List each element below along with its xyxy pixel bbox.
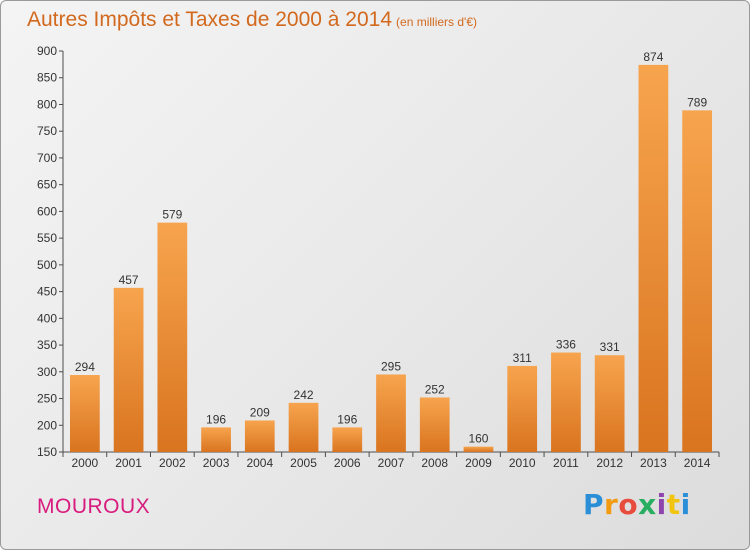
y-tick-label: 450 — [37, 285, 57, 299]
title-main: Autres Impôts et Taxes de 2000 à 2014 — [27, 8, 393, 31]
y-tick-label: 550 — [37, 231, 57, 245]
logo-letter: x — [638, 488, 657, 521]
y-tick-label: 500 — [37, 258, 57, 272]
bar-2004 — [244, 420, 275, 452]
logo-letter: t — [666, 488, 681, 521]
y-tick-label: 750 — [37, 124, 57, 138]
x-tick-label: 2013 — [640, 456, 667, 470]
x-tick-label: 2000 — [72, 456, 99, 470]
bar-value-label: 457 — [119, 273, 139, 287]
x-tick-label: 2011 — [553, 456, 579, 470]
x-tick-label: 2012 — [596, 456, 623, 470]
logo-letter: i — [656, 488, 667, 521]
y-tick-label: 400 — [37, 311, 57, 325]
bar-2002 — [157, 222, 188, 452]
bar-value-label: 242 — [294, 388, 314, 402]
x-tick-label: 2008 — [421, 456, 448, 470]
bar-2008 — [419, 397, 450, 452]
x-tick-label: 2006 — [334, 456, 361, 470]
bar-value-label: 789 — [687, 95, 707, 109]
x-tick-label: 2009 — [465, 456, 492, 470]
y-tick-label: 300 — [37, 365, 57, 379]
bar-value-label: 196 — [337, 412, 357, 426]
bar-2013 — [638, 64, 669, 452]
bar-2007 — [376, 374, 406, 452]
y-tick-label: 600 — [37, 204, 57, 218]
y-tick-label: 350 — [37, 338, 57, 352]
bar-value-label: 252 — [425, 382, 445, 396]
bar-value-label: 295 — [381, 359, 401, 373]
bar-2012 — [594, 355, 625, 452]
logo-letter: P — [583, 488, 605, 521]
y-tick-label: 850 — [37, 71, 57, 85]
y-tick-label: 900 — [37, 44, 57, 58]
y-tick-label: 200 — [37, 418, 57, 432]
x-tick-label: 2010 — [509, 456, 536, 470]
bar-value-label: 579 — [162, 208, 182, 222]
x-tick-label: 2001 — [115, 456, 142, 470]
chart-title: Autres Impôts et Taxes de 2000 à 2014 (en… — [27, 8, 477, 32]
bar-2006 — [332, 427, 363, 452]
x-tick-label: 2004 — [246, 456, 273, 470]
logo-letter: o — [618, 488, 639, 521]
x-tick-label: 2003 — [203, 456, 230, 470]
bar-value-label: 311 — [513, 351, 532, 365]
bar-2010 — [507, 365, 538, 452]
commune-name: MOUROUX — [37, 495, 151, 518]
x-tick-label: 2002 — [159, 456, 186, 470]
bar-2000 — [69, 375, 100, 452]
bar-2011 — [551, 352, 581, 452]
y-tick-label: 650 — [37, 178, 57, 192]
y-tick-label: 700 — [37, 151, 57, 165]
bar-value-label: 209 — [250, 405, 270, 419]
y-axis: 150 200 250 300 350 400 450 500 550 600 650 700 750 8… — [37, 44, 64, 459]
bar-value-label: 331 — [600, 340, 620, 354]
title-subtitle: (en milliers d'€) — [396, 15, 478, 29]
bars: 294 457 579 196 209 242 196 295 252 160 311 336 331 8… — [69, 50, 713, 453]
bar-value-label: 196 — [206, 412, 226, 426]
bar-value-label: 160 — [468, 432, 488, 446]
bar-2003 — [201, 427, 231, 452]
x-tick-label: 2005 — [290, 456, 317, 470]
y-tick-label: 250 — [37, 392, 57, 406]
bar-2005 — [288, 402, 319, 452]
y-tick-label: 800 — [37, 97, 57, 111]
bar-value-label: 336 — [556, 338, 576, 352]
proxiti-logo: Proxiti — [583, 488, 691, 521]
y-tick-label: 150 — [37, 445, 57, 459]
bar-value-label: 294 — [75, 360, 95, 374]
bar-2009 — [463, 446, 494, 452]
bar-value-label: 874 — [643, 50, 663, 64]
logo-letter: i — [680, 488, 691, 521]
bar-2001 — [113, 287, 144, 452]
x-axis: 2000 2001 2002 2003 2004 2005 2006 2007 2008 2009… — [62, 451, 720, 470]
logo-letter: r — [604, 488, 619, 521]
bar-2014 — [682, 110, 713, 453]
x-tick-label: 2007 — [378, 456, 405, 470]
x-tick-label: 2014 — [684, 456, 711, 470]
